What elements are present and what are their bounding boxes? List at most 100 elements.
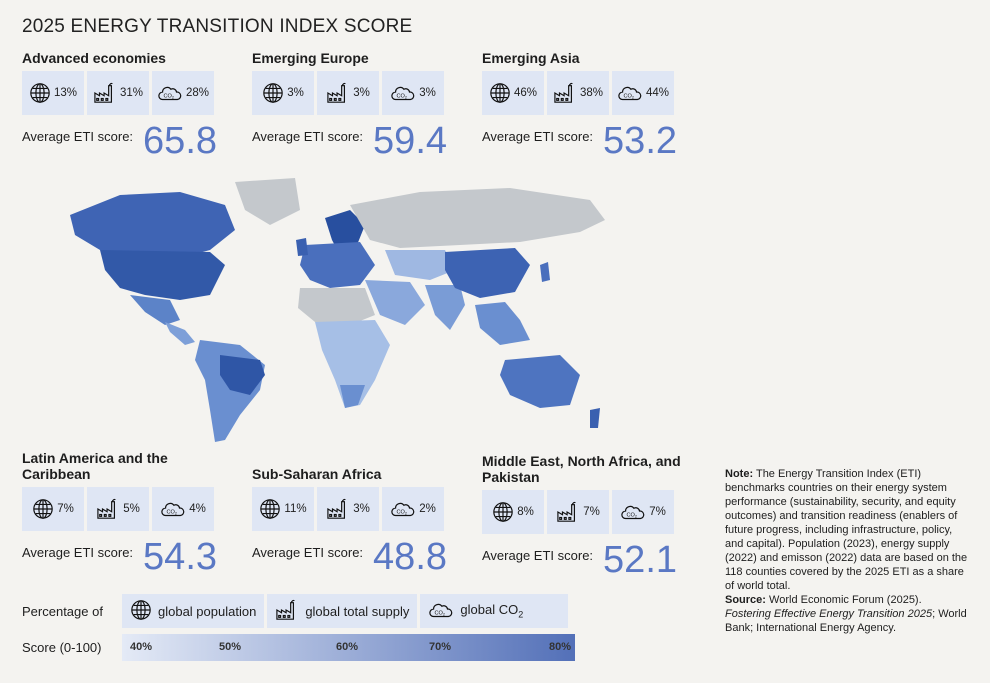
- stat-co2: CO 2 7%: [612, 490, 674, 534]
- svg-text:2: 2: [405, 96, 407, 100]
- map-usa: [100, 250, 225, 300]
- globe-icon: [130, 599, 152, 624]
- stat-co2-value: 44%: [645, 87, 670, 99]
- region-card: Advanced economies 13% 31% CO 2 28% Averag…: [22, 50, 232, 161]
- co2-cloud-icon: CO 2: [390, 499, 416, 519]
- stat-co2: CO 2 2%: [382, 487, 444, 531]
- region-card: Emerging Europe 3% 3% CO 2 3% Average ETI …: [252, 50, 462, 161]
- source-title: Fostering Effective Energy Transition 20…: [725, 608, 933, 620]
- map-central-america: [165, 322, 195, 345]
- stat-supply-value: 3%: [353, 503, 370, 515]
- legend-co2-label: global CO2: [460, 602, 524, 620]
- map-australia: [500, 355, 580, 408]
- avg-score-value: 54.3: [143, 536, 218, 578]
- region-card: Latin America and the Caribbean 7% 5% CO…: [22, 450, 232, 577]
- svg-text:CO: CO: [623, 94, 632, 100]
- scale-tick: 40%: [130, 641, 153, 653]
- avg-score-label: Average ETI score:: [482, 129, 594, 144]
- source-rest: ; World Bank; International Energy Agenc…: [725, 608, 967, 634]
- factory-icon: [275, 599, 299, 624]
- map-central-asia: [385, 250, 455, 280]
- map-middle-east: [365, 280, 425, 325]
- stat-co2: CO 2 4%: [152, 487, 214, 531]
- note-text-block: Note: The Energy Transition Index (ETI) …: [725, 467, 970, 635]
- region-name: Emerging Europe: [252, 50, 369, 66]
- globe-icon: [492, 501, 514, 523]
- legend-percentage-label: Percentage of: [22, 603, 103, 619]
- region-stats: 46% 38% CO 2 44%: [482, 71, 692, 115]
- legend-population: global population: [122, 594, 265, 628]
- stat-supply-value: 7%: [583, 506, 600, 518]
- svg-text:2: 2: [632, 96, 634, 100]
- stat-population: 13%: [22, 71, 84, 115]
- svg-text:CO: CO: [167, 510, 176, 516]
- factory-icon: [93, 82, 117, 104]
- svg-text:2: 2: [175, 512, 177, 516]
- avg-score: Average ETI score: 54.3: [22, 537, 232, 577]
- map-new-zealand: [590, 408, 600, 428]
- avg-score: Average ETI score: 52.1: [482, 540, 692, 580]
- stat-population: 46%: [482, 71, 544, 115]
- co2-cloud-icon: CO 2: [620, 502, 646, 522]
- avg-score-label: Average ETI score:: [252, 129, 364, 144]
- co2-cloud-icon: CO 2: [617, 83, 643, 103]
- map-brazil: [220, 355, 265, 395]
- stat-co2-value: 2%: [419, 503, 436, 515]
- region-stats: 13% 31% CO 2 28%: [22, 71, 232, 115]
- avg-score-value: 52.1: [603, 539, 678, 581]
- stat-supply-value: 38%: [579, 87, 604, 99]
- map-europe: [300, 242, 375, 288]
- avg-score-value: 53.2: [603, 120, 678, 162]
- co2-cloud-icon: CO 2: [157, 83, 183, 103]
- avg-score-label: Average ETI score:: [252, 545, 364, 560]
- stat-population: 11%: [252, 487, 314, 531]
- co2-cloud-icon: CO 2: [390, 83, 416, 103]
- map-india: [425, 285, 465, 330]
- avg-score: Average ETI score: 65.8: [22, 121, 232, 161]
- note-heading: Note:: [725, 468, 754, 480]
- stat-co2-value: 7%: [649, 506, 666, 518]
- globe-icon: [489, 82, 511, 104]
- map-south-africa: [340, 385, 365, 408]
- stat-population: 7%: [22, 487, 84, 531]
- svg-text:2: 2: [405, 512, 407, 516]
- stat-population-value: 13%: [53, 87, 78, 99]
- avg-score-label: Average ETI score:: [22, 545, 134, 560]
- stat-co2: CO 2 44%: [612, 71, 674, 115]
- world-map: [70, 178, 605, 442]
- globe-icon: [32, 498, 54, 520]
- svg-text:2: 2: [635, 515, 637, 519]
- note-body: The Energy Transition Index (ETI) benchm…: [725, 468, 968, 592]
- legend-population-label: global population: [158, 603, 257, 619]
- stat-population-value: 11%: [284, 503, 307, 515]
- stat-population-value: 7%: [57, 503, 74, 515]
- stat-supply: 38%: [547, 71, 609, 115]
- source-heading: Source:: [725, 594, 766, 606]
- stat-supply-value: 5%: [123, 503, 140, 515]
- region-stats: 3% 3% CO 2 3%: [252, 71, 462, 115]
- region-card: Emerging Asia 46% 38% CO 2 44% Average ETI…: [482, 50, 692, 161]
- map-canada: [70, 192, 235, 258]
- factory-icon: [96, 498, 120, 520]
- stat-population-value: 3%: [287, 87, 304, 99]
- scale-tick: 80%: [549, 641, 572, 653]
- stat-co2-value: 28%: [185, 87, 210, 99]
- region-name: Advanced economies: [22, 50, 166, 66]
- stat-supply: 3%: [317, 71, 379, 115]
- svg-text:CO: CO: [163, 94, 172, 100]
- legend-score: Score (0-100) 40% 50% 60% 70% 80%: [22, 634, 575, 661]
- factory-icon: [326, 82, 350, 104]
- map-south-america: [195, 340, 265, 442]
- source-body: World Economic Forum (2025).: [769, 594, 922, 606]
- globe-icon: [262, 82, 284, 104]
- map-russia: [350, 188, 605, 248]
- stat-population: 3%: [252, 71, 314, 115]
- legend-score-label: Score (0-100): [22, 640, 102, 655]
- map-uk: [296, 238, 308, 256]
- stat-supply: 7%: [547, 490, 609, 534]
- stat-supply: 31%: [87, 71, 149, 115]
- co2-cloud-icon: CO 2: [428, 600, 454, 623]
- globe-icon: [259, 498, 281, 520]
- stat-supply: 3%: [317, 487, 379, 531]
- avg-score-label: Average ETI score:: [482, 548, 594, 563]
